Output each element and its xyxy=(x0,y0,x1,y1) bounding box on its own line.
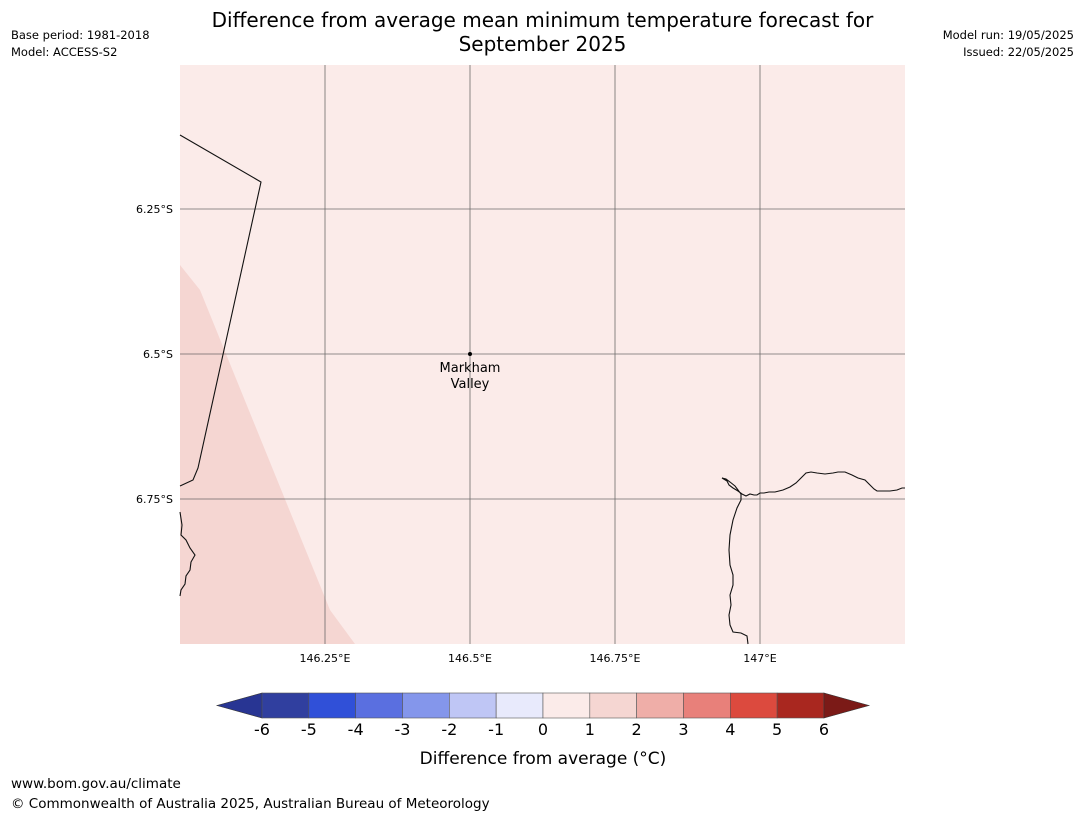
meta-left: Base period: 1981-2018 Model: ACCESS-S2 xyxy=(11,27,150,61)
coastline-east xyxy=(721,471,905,645)
colorbar xyxy=(215,692,871,719)
model-run: Model run: 19/05/2025 xyxy=(942,28,1074,42)
colorbar-segment xyxy=(729,692,778,719)
colorbar-segment xyxy=(636,692,684,719)
colorbar-segment xyxy=(261,692,310,719)
colorbar-tick-label: 0 xyxy=(538,720,548,739)
colorbar-segment xyxy=(449,692,497,719)
anomaly-region-1-2 xyxy=(180,265,355,644)
colorbar-tick-label: 1 xyxy=(585,720,595,739)
province-boundary xyxy=(179,134,262,487)
footer-copyright: © Commonwealth of Australia 2025, Austra… xyxy=(11,796,490,812)
colorbar-extend-high xyxy=(823,692,871,719)
place-marker xyxy=(468,352,472,356)
map-title: Difference from average mean minimum tem… xyxy=(180,8,905,56)
colorbar-segment xyxy=(776,692,825,719)
issued-date: Issued: 22/05/2025 xyxy=(963,45,1074,59)
colorbar-tick-label: 3 xyxy=(678,720,688,739)
colorbar-segment xyxy=(308,692,356,719)
coastline-west xyxy=(179,511,196,597)
lat-tick-label: 6.75°S xyxy=(136,493,173,506)
lat-tick-labels: 6.25°S 6.5°S 6.75°S xyxy=(136,203,173,506)
colorbar-segment xyxy=(683,692,731,719)
colorbar-tick-label: -2 xyxy=(441,720,457,739)
colorbar-segment xyxy=(495,692,544,719)
place-name-line-2: Valley xyxy=(451,377,490,392)
colorbar-segment xyxy=(542,692,591,719)
colorbar-tick-label: 5 xyxy=(772,720,782,739)
lon-tick-label: 147°E xyxy=(743,652,776,665)
lat-tick-label: 6.25°S xyxy=(136,203,173,216)
lon-tick-label: 146.25°E xyxy=(300,652,351,665)
colorbar-segment xyxy=(402,692,450,719)
colorbar-tick-label: -6 xyxy=(254,720,270,739)
colorbar-tick-label: 4 xyxy=(725,720,735,739)
model-name: Model: ACCESS-S2 xyxy=(11,45,118,59)
colorbar-tick-label: 2 xyxy=(632,720,642,739)
lon-tick-labels: 146.25°E 146.5°E 146.75°E 147°E xyxy=(300,652,777,665)
footer-url[interactable]: www.bom.gov.au/climate xyxy=(11,776,181,792)
meta-right: Model run: 19/05/2025 Issued: 22/05/2025 xyxy=(943,27,1074,61)
colorbar-segment xyxy=(589,692,637,719)
title-line-2: September 2025 xyxy=(458,32,627,56)
base-period: Base period: 1981-2018 xyxy=(11,28,150,42)
colorbar-tick-label: -3 xyxy=(395,720,411,739)
title-line-1: Difference from average mean minimum tem… xyxy=(211,8,874,32)
boundaries xyxy=(179,134,905,645)
colorbar-tick-label: -5 xyxy=(301,720,317,739)
colorbar-tick-label: 6 xyxy=(819,720,829,739)
colorbar-tick-label: -1 xyxy=(488,720,504,739)
colorbar-tick-label: -4 xyxy=(348,720,364,739)
colorbar-segment xyxy=(355,692,403,719)
footer: www.bom.gov.au/climate © Commonwealth of… xyxy=(11,774,490,814)
lat-tick-label: 6.5°S xyxy=(143,348,173,361)
colorbar-title: Difference from average (°C) xyxy=(420,749,667,769)
gridlines xyxy=(180,65,905,644)
place-name-line-1: Markham xyxy=(440,361,501,376)
lon-tick-label: 146.5°E xyxy=(448,652,492,665)
lon-tick-label: 146.75°E xyxy=(590,652,641,665)
colorbar-extend-low xyxy=(215,692,263,719)
colorbar-tick-labels: -6 -5 -4 -3 -2 -1 0 1 2 3 4 5 6 xyxy=(254,720,829,739)
